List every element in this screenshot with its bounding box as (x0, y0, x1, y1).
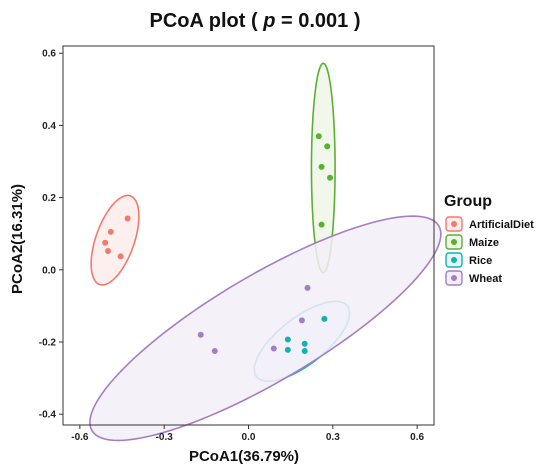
legend-label-maize: Maize (469, 237, 499, 249)
y-tick-label: 0.2 (42, 193, 56, 204)
legend-dot-wheat (451, 275, 457, 281)
point-maize-1 (315, 133, 322, 140)
point-maize-5 (318, 221, 325, 228)
point-artificialdiet-5 (117, 253, 124, 260)
x-tick-label: -0.3 (156, 432, 174, 443)
point-wheat-1 (304, 284, 311, 291)
chart-title: PCoA plot ( p = 0.001 ) (150, 10, 361, 32)
legend: Group ArtificialDiet Maize Rice Wheat (444, 193, 534, 286)
x-axis-title: PCoA1(36.79%) (189, 448, 299, 465)
x-tick-label: 0.3 (326, 432, 340, 443)
y-tick-label: -0.4 (39, 410, 57, 421)
legend-label-rice: Rice (469, 255, 492, 267)
point-maize-2 (324, 143, 331, 150)
point-rice-5 (301, 348, 308, 355)
point-wheat-4 (211, 348, 218, 355)
point-artificialdiet-2 (107, 228, 114, 235)
y-tick-label: -0.2 (39, 337, 57, 348)
point-wheat-5 (270, 345, 277, 352)
point-rice-4 (284, 346, 291, 353)
x-tick-label: 0.6 (410, 432, 424, 443)
legend-dot-artificialdiet (451, 221, 457, 227)
point-artificialdiet-4 (104, 248, 111, 255)
legend-title: Group (444, 193, 492, 210)
plot-area (89, 62, 442, 442)
y-tick-label: 0.0 (42, 265, 56, 276)
point-maize-4 (327, 174, 334, 181)
y-axis-title: PCoA2(16.31%) (9, 184, 26, 294)
point-rice-1 (321, 315, 328, 322)
x-tick-label: 0.0 (242, 432, 256, 443)
y-tick-label: 0.4 (42, 121, 56, 132)
x-tick-label: -0.6 (71, 432, 89, 443)
legend-dot-rice (451, 257, 457, 263)
point-artificialdiet-3 (102, 239, 109, 246)
legend-label-wheat: Wheat (469, 273, 502, 285)
point-maize-3 (318, 163, 325, 170)
legend-label-artificialdiet: ArtificialDiet (469, 219, 534, 231)
point-artificialdiet-1 (124, 215, 131, 222)
point-wheat-2 (298, 317, 305, 324)
y-tick-label: 0.6 (42, 49, 56, 60)
ellipse-artificialdiet (90, 194, 140, 286)
point-rice-2 (284, 336, 291, 343)
axes: -0.6 -0.3 0.0 0.3 0.6 -0.4 -0.2 0.0 0.2 0.4 0.6 (39, 45, 435, 443)
ellipse-wheat (89, 215, 442, 442)
point-wheat-3 (197, 331, 204, 338)
point-rice-3 (301, 340, 308, 347)
legend-dot-maize (451, 239, 457, 245)
